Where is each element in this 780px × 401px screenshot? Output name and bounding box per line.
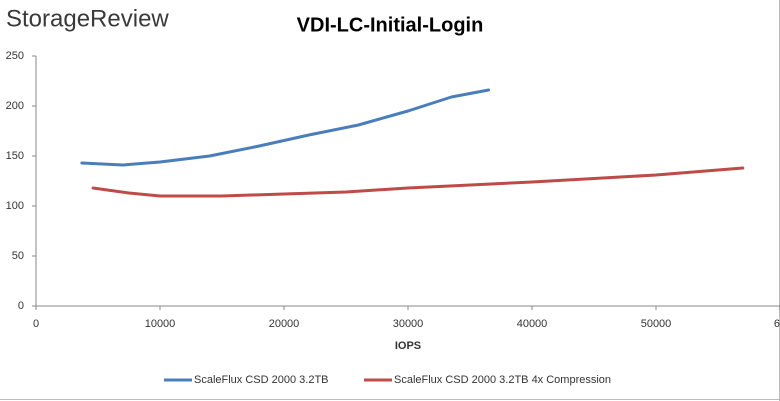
- y-tick-label: 200: [6, 100, 24, 112]
- series-line: [80, 88, 491, 167]
- x-tick-label: 30000: [393, 318, 424, 330]
- y-tick-label: 250: [6, 50, 24, 62]
- x-tick-label: 0: [33, 318, 39, 330]
- chart-title: VDI-LC-Initial-Login: [297, 14, 484, 36]
- x-tick-label: 50000: [641, 318, 672, 330]
- y-tick-label: 100: [6, 200, 24, 212]
- x-tick-label: 40000: [517, 318, 548, 330]
- x-tick-label: 60: [774, 318, 780, 330]
- legend-label: ScaleFlux CSD 2000 3.2TB: [194, 374, 329, 386]
- x-tick-label: 10000: [145, 318, 176, 330]
- x-tick-label: 20000: [269, 318, 300, 330]
- y-tick-label: 0: [18, 300, 24, 312]
- legend-label: ScaleFlux CSD 2000 3.2TB 4x Compression: [394, 374, 611, 386]
- y-tick-label: 50: [12, 250, 24, 262]
- x-axis-label: IOPS: [395, 340, 421, 352]
- series-line: [91, 166, 745, 198]
- y-tick-label: 150: [6, 150, 24, 162]
- logo: StorageReview: [6, 5, 169, 32]
